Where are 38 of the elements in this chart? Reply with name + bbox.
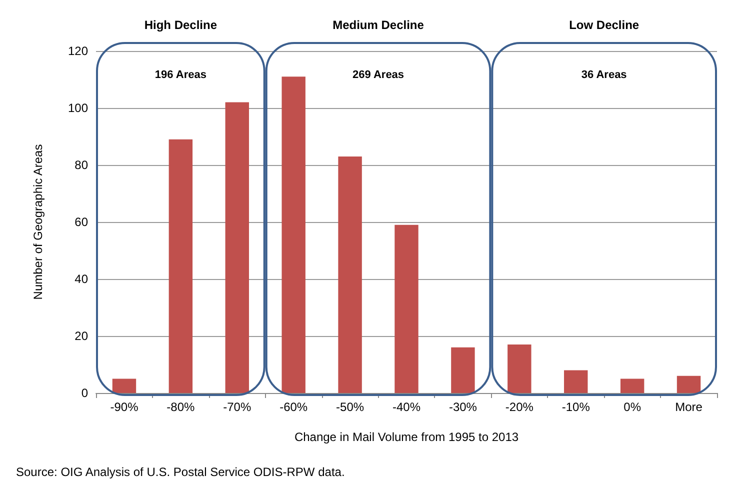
text: High Decline (144, 18, 218, 32)
annotation: 36 Areas (581, 69, 627, 81)
x-tick-label: 0% (624, 400, 642, 414)
text: Low Decline (569, 18, 640, 32)
bar (225, 102, 249, 393)
bar (168, 139, 193, 393)
x-tick-label: -30% (448, 400, 478, 414)
source-note: Source: OIG Analysis of U.S. Postal Service ODIS-RPW data. (16, 465, 345, 479)
y-tick-label: 40 (74, 272, 88, 286)
x-tick-label: -20% (505, 400, 534, 414)
bar (676, 376, 701, 393)
bar (564, 370, 588, 393)
bar (620, 378, 644, 393)
annotation: 269 Areas (352, 69, 404, 81)
bar (508, 344, 532, 393)
x-tick-label: -80% (166, 400, 196, 414)
x-tick-label: -90% (110, 400, 139, 414)
x-tick-label: -70% (223, 400, 252, 414)
x-tick-label: -50% (336, 400, 364, 414)
x-tick-label: -60% (280, 400, 308, 414)
y-tick-label: 20 (74, 329, 88, 343)
bar (338, 156, 362, 393)
y-tick-label: 100 (68, 101, 88, 115)
x-tick-label: -10% (562, 400, 590, 414)
y-tick-label: 80 (74, 158, 88, 172)
y-tick-label: 120 (68, 44, 88, 58)
y-tick-label: 60 (74, 215, 88, 229)
annotation: 196 Areas (154, 69, 206, 81)
bar (451, 347, 475, 393)
bar (394, 224, 418, 393)
y-tick-label: 0 (81, 386, 88, 400)
x-tick-label: More (675, 400, 703, 414)
text: Medium Decline (332, 18, 424, 32)
y-axis-title: Number of Geographic Areas (31, 144, 45, 300)
x-tick-label: -40% (392, 400, 421, 414)
bar (282, 76, 306, 393)
bar (112, 378, 136, 393)
x-axis-title: Change in Mail Volume from 1995 to 2013 (294, 430, 519, 444)
